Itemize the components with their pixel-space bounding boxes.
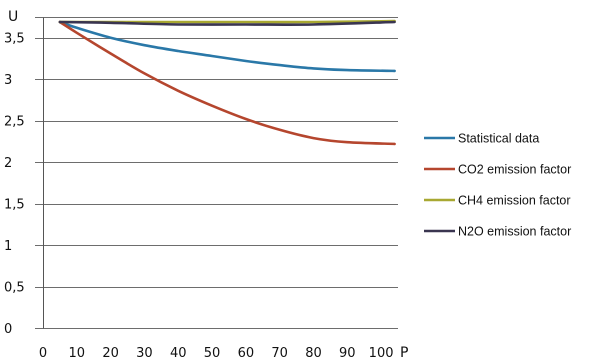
x-tick-label: 80 xyxy=(305,346,322,361)
x-axis-title: P xyxy=(400,345,408,361)
series-line-0 xyxy=(58,20,396,73)
x-tick-label: 30 xyxy=(136,346,153,361)
x-tick-label: 90 xyxy=(339,346,356,361)
y-tick-label: 2 xyxy=(4,156,12,171)
y-tick-label: 3 xyxy=(4,73,12,88)
series-line-1 xyxy=(58,20,396,146)
legend-label-1: CO2 emission factor xyxy=(458,163,571,177)
series-lines xyxy=(58,19,396,146)
x-tick-label: 60 xyxy=(238,346,255,361)
x-tick-label: 40 xyxy=(170,346,187,361)
legend: Statistical data CO2 emission factor CH4 e… xyxy=(424,132,571,239)
legend-label-0: Statistical data xyxy=(458,132,539,146)
series-line-3 xyxy=(58,20,396,26)
x-axis-tick-labels: 0 10 20 30 40 50 60 70 80 90 100 xyxy=(39,346,394,361)
legend-label-3: N2O emission factor xyxy=(458,225,571,239)
y-tick-label: 0 xyxy=(4,322,12,337)
legend-label-2: CH4 emission factor xyxy=(458,194,571,208)
y-axis-tick-labels: 0 0,5 1 1,5 2 2,5 3 3,5 xyxy=(4,32,25,337)
y-tick-label: 0,5 xyxy=(4,281,25,296)
grid-lines xyxy=(35,17,398,329)
y-tick-label: 1,5 xyxy=(4,198,25,213)
x-tick-label: 20 xyxy=(102,346,119,361)
y-tick-label: 1 xyxy=(4,239,12,254)
x-tick-label: 70 xyxy=(271,346,288,361)
x-tick-label: 0 xyxy=(39,346,47,361)
y-tick-label: 3,5 xyxy=(4,32,25,47)
x-tick-label: 10 xyxy=(69,346,86,361)
y-tick-label: 2,5 xyxy=(4,115,25,130)
y-axis-title: U xyxy=(8,9,18,25)
x-tick-label: 50 xyxy=(204,346,221,361)
x-tick-label: 100 xyxy=(369,346,394,361)
